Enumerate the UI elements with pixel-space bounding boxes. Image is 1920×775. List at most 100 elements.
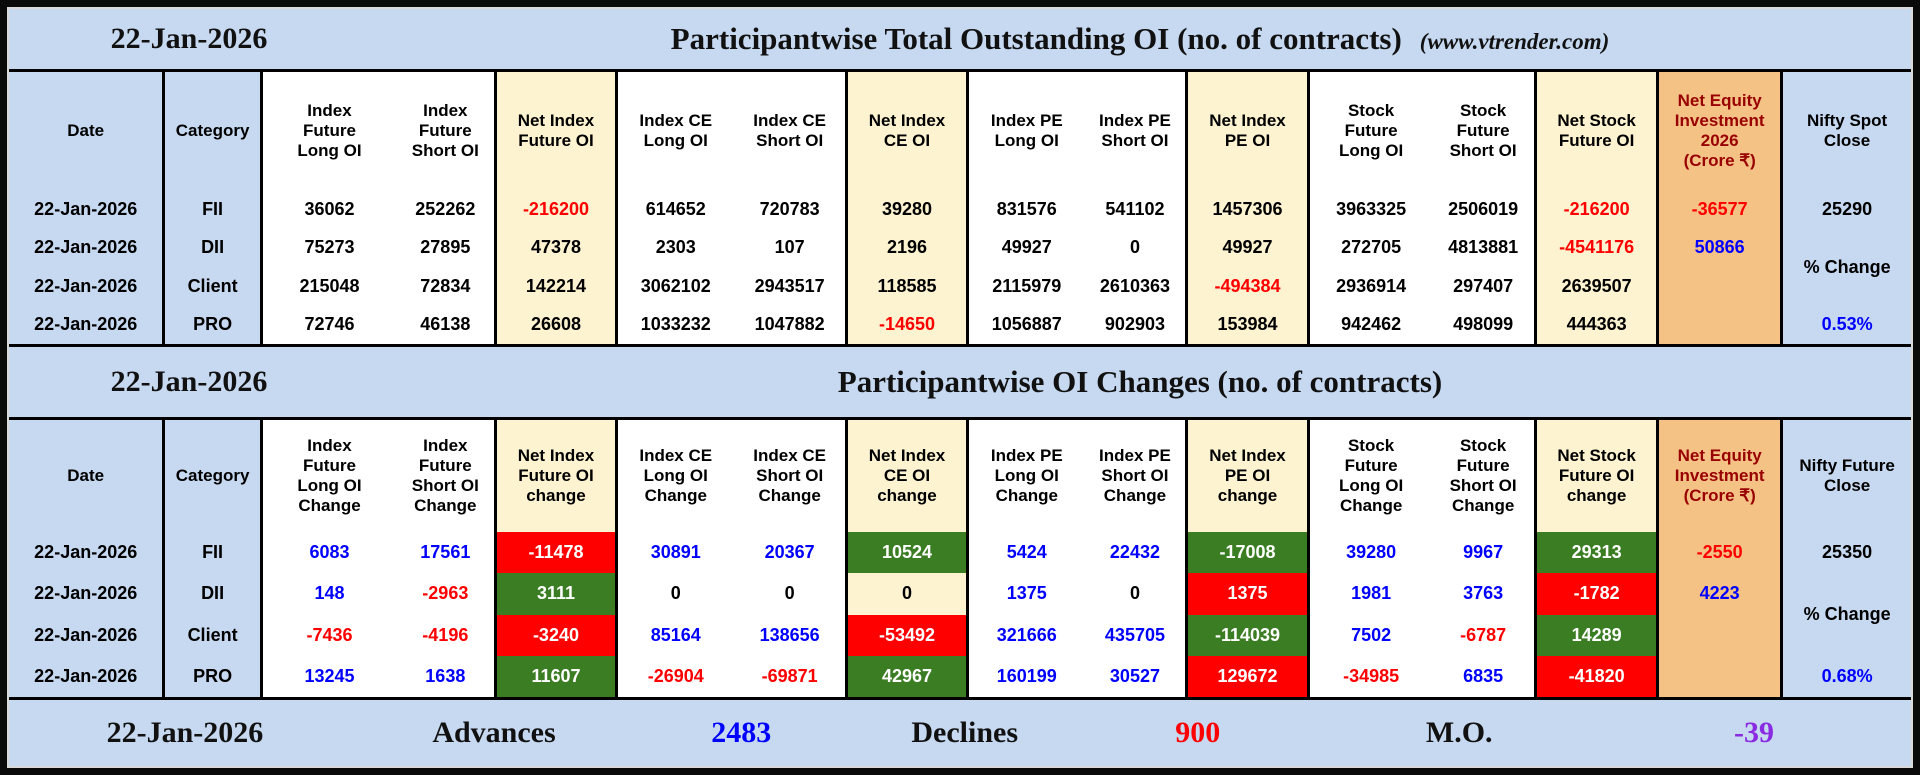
table-cell: 3111 (497, 573, 618, 615)
column-header: Stock Future Long OI (1310, 72, 1433, 190)
source-website: (www.vtrender.com) (1419, 29, 1610, 54)
oi-changes-table: Date Category Index Future Long OI Change I… (9, 420, 1911, 697)
column-header: Index CE Short OI Change (733, 420, 849, 532)
table-cell: -3240 (497, 614, 618, 656)
table-cell: 49927 (968, 228, 1085, 267)
table-cell: 942462 (1310, 305, 1433, 344)
table-cell: -494384 (1187, 267, 1311, 306)
table-cell: 0 (848, 573, 969, 615)
net-equity-value (1659, 656, 1780, 697)
column-header: Index PE Short OI Change (1084, 420, 1188, 532)
table-cell: 29313 (1537, 532, 1660, 574)
table-cell: 9967 (1432, 532, 1538, 574)
column-header: Net Index CE OI change (848, 420, 969, 532)
table-cell: 272705 (1310, 228, 1433, 267)
column-header: Net Equity Investment (Crore ₹) (1659, 420, 1784, 532)
table-cell: 20367 (733, 532, 849, 574)
table-cell: 1638 (396, 655, 498, 697)
table-cell: 4813881 (1432, 228, 1538, 267)
column-header: Stock Future Short OI Change (1432, 420, 1538, 532)
declines-label: Declines (911, 716, 1019, 749)
net-equity-value (1659, 615, 1780, 656)
table-cell: 2196 (848, 228, 969, 267)
column-header: Net Stock Future OI (1537, 72, 1660, 190)
table-cell: 831576 (968, 190, 1085, 229)
row-category: FII (165, 532, 263, 574)
table-cell: 1375 (1187, 573, 1311, 615)
pct-change-label: % Change (1803, 256, 1891, 277)
row-date: 22-Jan-2026 (9, 532, 166, 574)
column-header: Net Index Future OI (497, 72, 618, 190)
table-cell: 2610363 (1084, 267, 1188, 306)
pct-change-value: 0.68% (1821, 665, 1873, 686)
title-group-1: Participantwise Total Outstanding OI (no… (369, 21, 1911, 57)
row-date: 22-Jan-2026 (9, 190, 166, 229)
nifty-column: 25290 % Change 0.53% (1783, 190, 1911, 344)
row-category: DII (165, 573, 263, 615)
table-cell: 22432 (1084, 532, 1188, 574)
column-header: Category (165, 72, 263, 190)
table-cell: 118585 (848, 267, 969, 306)
table-cell: 39280 (1310, 532, 1433, 574)
net-equity-value: 4223 (1699, 583, 1740, 604)
table-cell: -6787 (1432, 614, 1538, 656)
column-header: Stock Future Long OI Change (1310, 420, 1433, 532)
row-category: FII (165, 190, 263, 229)
column-header: Index PE Short OI (1084, 72, 1188, 190)
nifty-close-value: 25350 (1822, 542, 1873, 563)
table-cell: 17561 (396, 532, 498, 574)
table-cell: 297407 (1432, 267, 1538, 306)
row-date: 22-Jan-2026 (9, 573, 166, 615)
table-cell: 0 (733, 573, 849, 615)
column-header: Index PE Long OI (968, 72, 1085, 190)
row-date: 22-Jan-2026 (9, 267, 166, 306)
table-cell: 902903 (1084, 305, 1188, 344)
column-header: Index CE Short OI (733, 72, 849, 190)
net-equity-value (1659, 306, 1780, 345)
table-cell: 2506019 (1432, 190, 1538, 229)
table-cell: -7436 (262, 614, 397, 656)
column-header: Category (165, 420, 263, 532)
table-cell: 2639507 (1537, 267, 1660, 306)
nifty-close-value: 25290 (1822, 198, 1873, 219)
table-cell: 2303 (617, 228, 734, 267)
table-cell: 498099 (1432, 305, 1538, 344)
table-cell: -11478 (497, 532, 618, 574)
advances-label: Advances (432, 716, 556, 749)
table-cell: 0 (1084, 228, 1188, 267)
table-cell: 85164 (617, 614, 734, 656)
report-date-1: 22-Jan-2026 (110, 22, 268, 55)
table-cell: 614652 (617, 190, 734, 229)
column-header: Net Index Future OI change (497, 420, 618, 532)
table-cell: -2963 (396, 573, 498, 615)
table-cell: -41820 (1537, 655, 1660, 697)
table-cell: -4196 (396, 614, 498, 656)
column-header: Net Stock Future OI change (1537, 420, 1660, 532)
table-cell: -216200 (1537, 190, 1660, 229)
column-header: Index Future Short OI (396, 72, 498, 190)
outstanding-oi-title: Participantwise Total Outstanding OI (no… (670, 21, 1402, 56)
row-date: 22-Jan-2026 (9, 614, 166, 656)
nifty-column: 25350 % Change 0.68% (1783, 532, 1911, 697)
summary-footer: 22-Jan-2026 Advances 2483 Declines 900 M… (9, 700, 1911, 766)
advances-value: 2483 (711, 716, 772, 749)
table-cell: 1981 (1310, 573, 1433, 615)
table-cell: 6835 (1432, 655, 1538, 697)
net-equity-value (1659, 267, 1780, 306)
net-equity-column: -2550 4223 (1659, 532, 1784, 697)
table-cell: 46138 (396, 305, 498, 344)
table-cell: 26608 (497, 305, 618, 344)
title-band-outstanding: 22-Jan-2026 Participantwise Total Outsta… (9, 9, 1911, 69)
table-cell: 5424 (968, 532, 1085, 574)
table-cell: -69871 (733, 655, 849, 697)
pct-change-label: % Change (1803, 604, 1891, 624)
table-cell: -114039 (1187, 614, 1311, 656)
table-cell: 42967 (848, 655, 969, 697)
column-header: Index Future Short OI Change (396, 420, 498, 532)
column-header: Date (9, 420, 166, 532)
report-stack: 22-Jan-2026 Participantwise Total Outsta… (9, 9, 1911, 766)
row-category: PRO (165, 305, 263, 344)
column-header: Index CE Long OI Change (617, 420, 734, 532)
column-header: Net Index PE OI change (1187, 420, 1311, 532)
